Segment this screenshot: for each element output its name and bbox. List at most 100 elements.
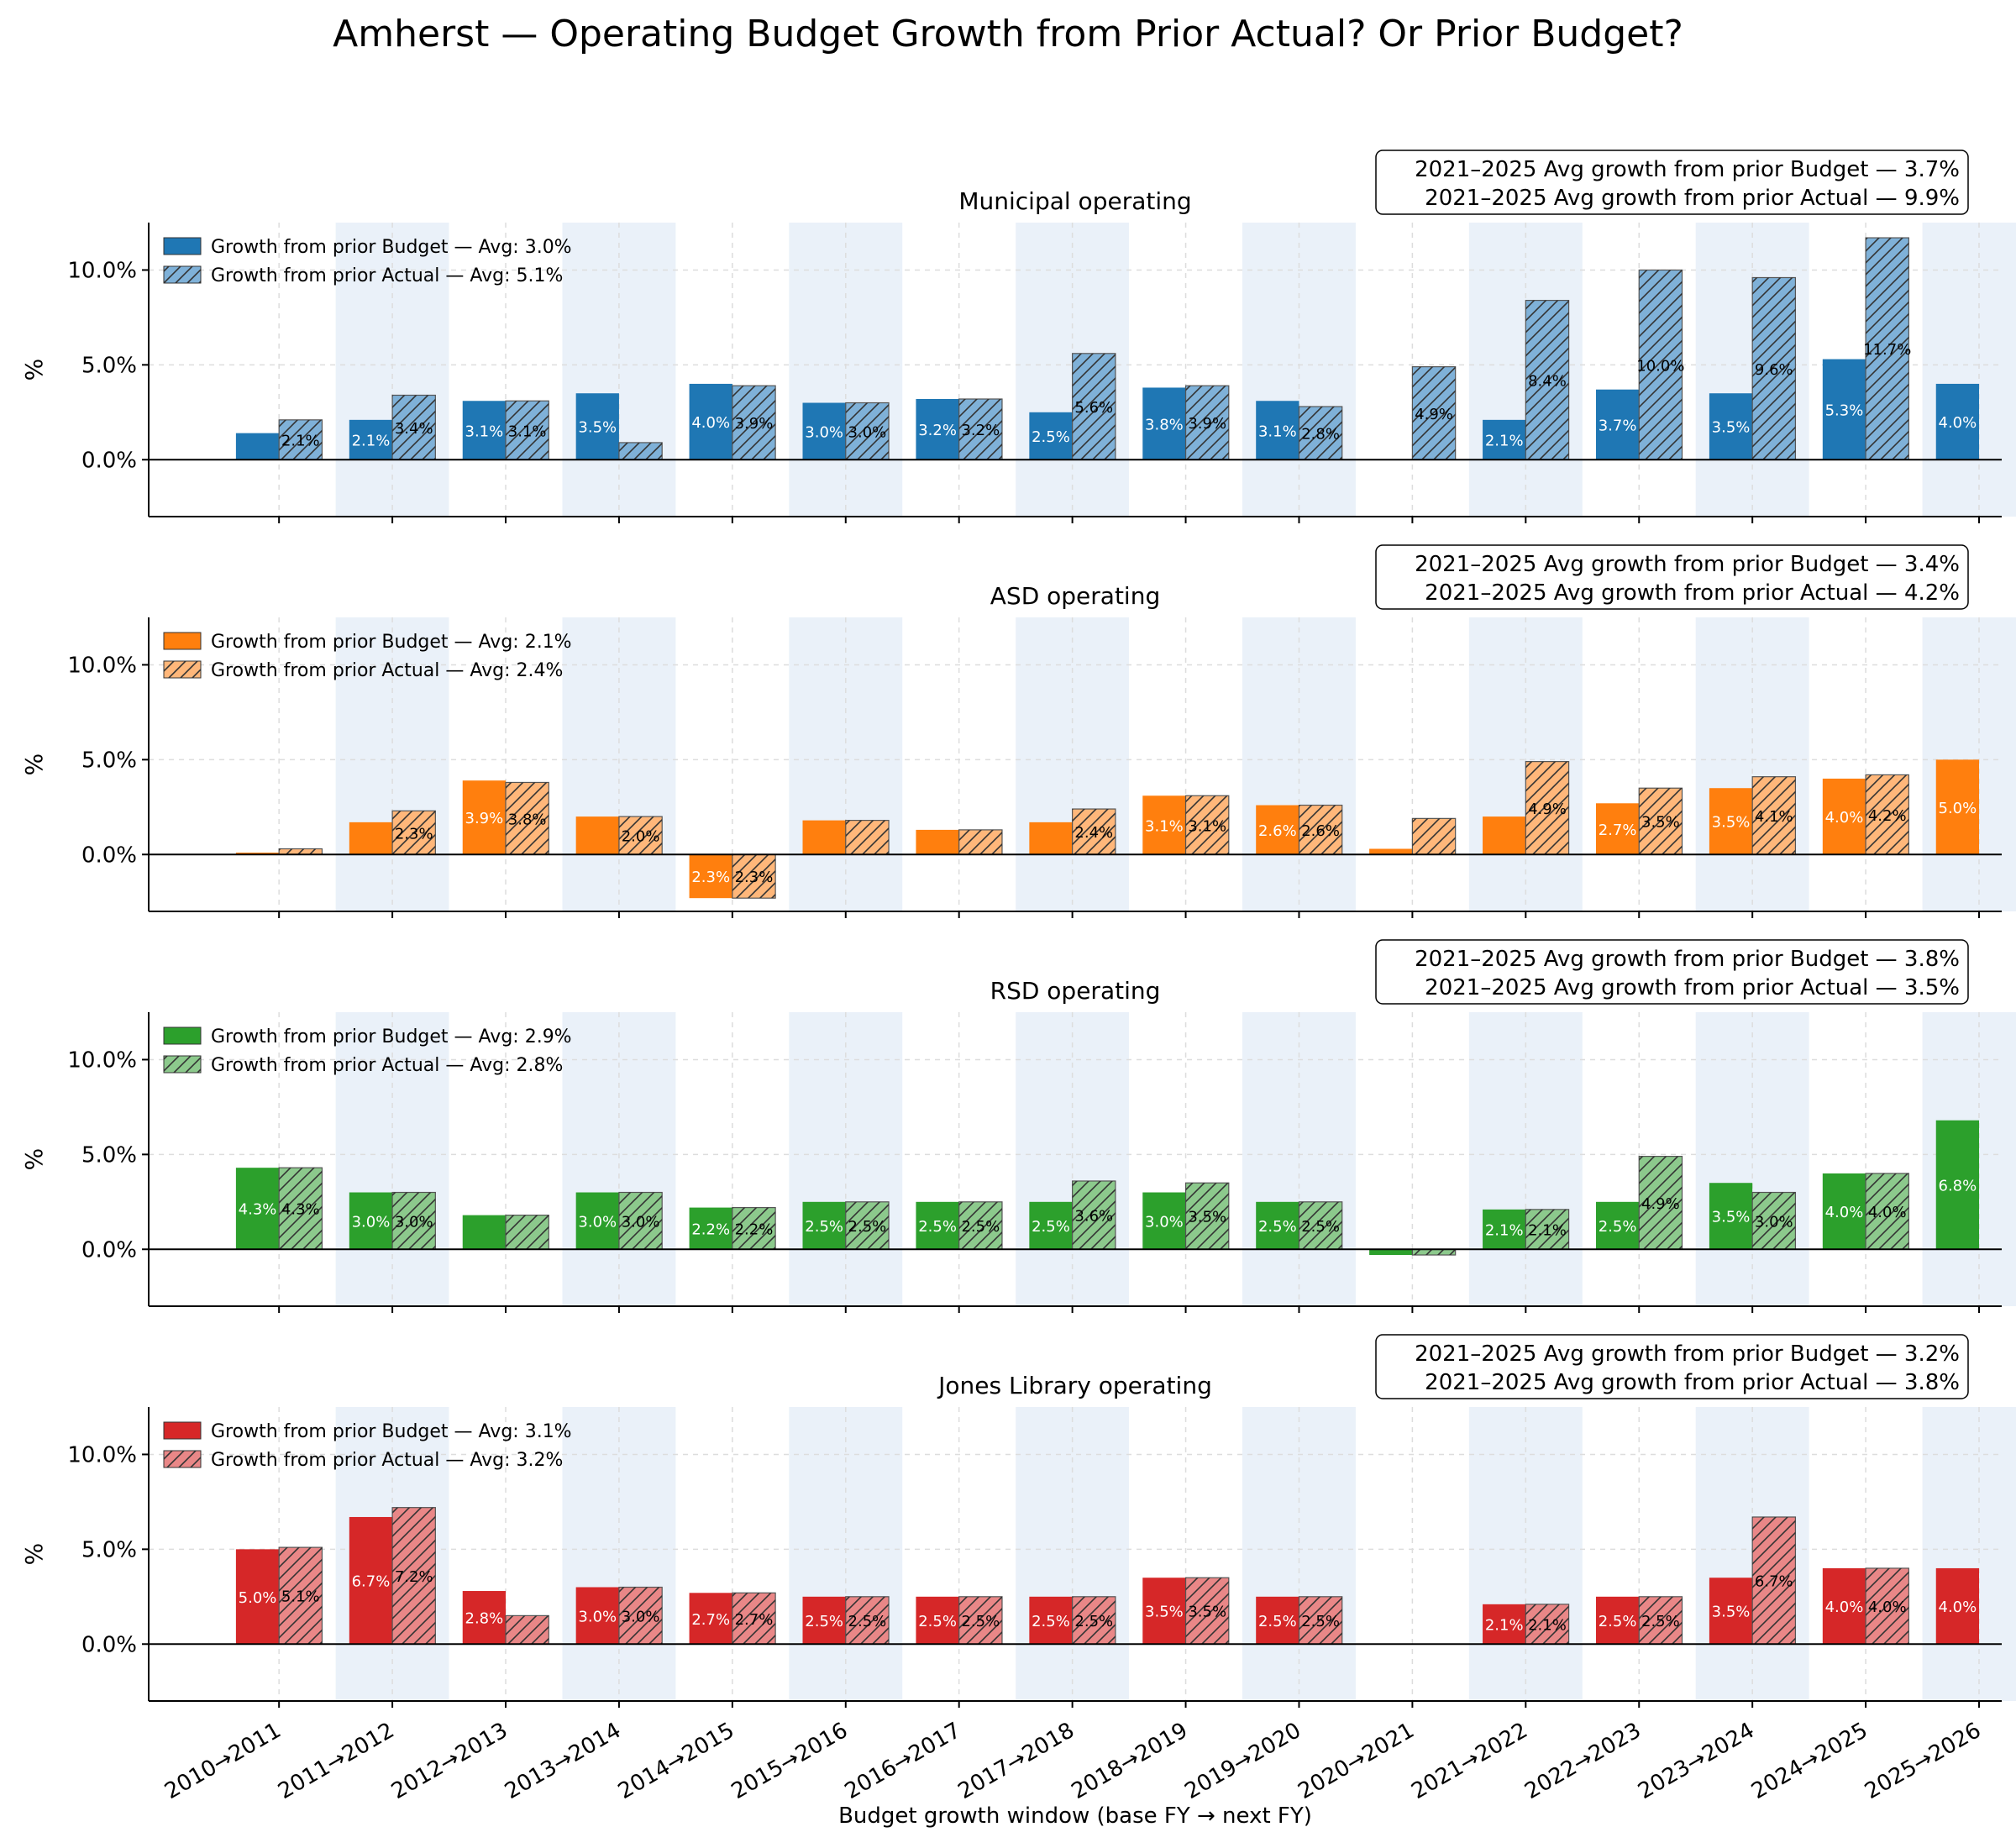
label-actual-3: 3.0% bbox=[622, 1213, 660, 1231]
summary-line-1: 2021–2025 Avg growth from prior Actual —… bbox=[1425, 186, 1960, 211]
bar-actual-hatch-14 bbox=[1866, 1567, 1909, 1645]
summary-line-1: 2021–2025 Avg growth from prior Actual —… bbox=[1425, 975, 1960, 1000]
legend-swatch-actual-hatch bbox=[164, 266, 201, 283]
bar-actual-hatch-7 bbox=[1072, 1180, 1116, 1250]
bar-budget-15 bbox=[1935, 759, 1980, 855]
bar-budget-11 bbox=[1483, 1604, 1526, 1645]
label-actual-1: 2.3% bbox=[395, 825, 433, 843]
bar-actual-hatch-0 bbox=[279, 419, 323, 460]
label-actual-4: 2.2% bbox=[735, 1221, 774, 1238]
label-actual-3: 3.0% bbox=[622, 1608, 660, 1625]
label-budget-11: 2.1% bbox=[1485, 433, 1524, 450]
legend-swatch-budget bbox=[163, 237, 202, 255]
label-actual-11: 8.4% bbox=[1528, 372, 1567, 390]
label-actual-12: 4.9% bbox=[1641, 1195, 1680, 1213]
x-tick-label-2: 2012→2013 bbox=[387, 1718, 512, 1804]
label-budget-0: 4.3% bbox=[239, 1201, 277, 1219]
y-tick-label-0: 0.0% bbox=[81, 1632, 137, 1657]
label-actual-6: 2.5% bbox=[961, 1218, 1000, 1236]
label-budget-2: 2.8% bbox=[465, 1610, 504, 1628]
chart-title: Amherst — Operating Budget Growth from P… bbox=[333, 13, 1683, 55]
y-tick-label-0: 0.0% bbox=[81, 843, 137, 868]
label-actual-13: 6.7% bbox=[1755, 1573, 1793, 1591]
legend-actual: Growth from prior Actual — Avg: 5.1% bbox=[211, 265, 563, 286]
label-actual-4: 2.7% bbox=[735, 1611, 774, 1629]
label-budget-5: 2.5% bbox=[805, 1218, 843, 1236]
label-budget-13: 3.5% bbox=[1712, 419, 1751, 437]
label-budget-2: 3.1% bbox=[465, 423, 504, 440]
label-actual-4: 2.3% bbox=[735, 869, 774, 886]
x-axis-label: Budget growth window (base FY → next FY) bbox=[838, 1803, 1312, 1829]
label-budget-4: 2.2% bbox=[691, 1221, 730, 1238]
label-budget-7: 2.5% bbox=[1032, 1613, 1070, 1630]
panel-title: Jones Library operating bbox=[937, 1372, 1212, 1399]
bar-actual-hatch-1 bbox=[392, 1192, 436, 1250]
label-actual-9: 2.5% bbox=[1301, 1218, 1340, 1236]
bar-budget-12 bbox=[1595, 1201, 1640, 1250]
label-actual-3: 2.0% bbox=[622, 828, 660, 846]
bar-actual-hatch-8 bbox=[1185, 1578, 1229, 1645]
bar-actual-hatch-5 bbox=[845, 1201, 890, 1250]
y-tick-label-0: 0.0% bbox=[81, 1237, 137, 1263]
label-budget-4: 2.7% bbox=[691, 1611, 730, 1629]
label-budget-7: 2.5% bbox=[1032, 428, 1070, 446]
bar-budget-14 bbox=[1822, 1567, 1866, 1645]
label-budget-8: 3.5% bbox=[1145, 1604, 1184, 1621]
bar-actual-hatch-13 bbox=[1752, 1192, 1796, 1250]
label-budget-15: 5.0% bbox=[1939, 800, 1977, 817]
bar-budget-6 bbox=[916, 399, 959, 460]
label-budget-7: 2.5% bbox=[1032, 1218, 1070, 1236]
label-actual-8: 3.5% bbox=[1188, 1604, 1226, 1621]
x-tick-label-1: 2011→2012 bbox=[274, 1718, 398, 1804]
bar-actual-hatch-11 bbox=[1525, 1604, 1569, 1645]
legend-swatch-budget bbox=[163, 632, 202, 650]
bar-actual-hatch-14 bbox=[1866, 238, 1909, 460]
y-axis-label: % bbox=[20, 753, 48, 776]
legend-budget: Growth from prior Budget — Avg: 2.9% bbox=[211, 1026, 572, 1047]
bar-budget-8 bbox=[1142, 795, 1186, 855]
bar-budget-13 bbox=[1709, 788, 1753, 855]
summary-box bbox=[1375, 1334, 1969, 1399]
label-budget-15: 4.0% bbox=[1939, 1599, 1977, 1616]
bar-budget-6 bbox=[916, 829, 959, 855]
summary-box bbox=[1375, 150, 1969, 215]
bar-budget-7 bbox=[1029, 822, 1073, 855]
bar-budget-2 bbox=[462, 780, 507, 855]
bar-actual-hatch-4 bbox=[732, 1207, 776, 1250]
bar-actual-hatch-12 bbox=[1639, 788, 1683, 855]
bar-actual-hatch-6 bbox=[958, 1201, 1002, 1250]
panel-0: 2.1% 3.1% 3.5% 4.0% 3.0% 3.2% 2.5% 3.8% 3.1% 2.1%… bbox=[20, 150, 2016, 523]
panel-1: 3.9%2.3%3.1% 2.6% 2.7% 3.5% 4.0%5.0%2.3%3.8%… bbox=[20, 544, 2016, 918]
bar-actual-hatch-5 bbox=[845, 402, 890, 460]
bar-budget-0 bbox=[235, 1168, 280, 1250]
bar-budget-13 bbox=[1709, 393, 1753, 460]
label-budget-12: 2.5% bbox=[1599, 1218, 1637, 1236]
label-actual-1: 7.2% bbox=[395, 1568, 433, 1586]
legend-swatch-budget bbox=[163, 1421, 202, 1440]
bar-budget-1 bbox=[349, 822, 393, 855]
bar-actual-hatch-1 bbox=[392, 395, 436, 460]
bar-budget-1 bbox=[349, 419, 393, 460]
summary-line-0: 2021–2025 Avg growth from prior Budget —… bbox=[1415, 1341, 1960, 1367]
summary-line-1: 2021–2025 Avg growth from prior Actual —… bbox=[1425, 580, 1960, 606]
bar-actual-hatch-14 bbox=[1866, 774, 1909, 855]
bar-budget-13 bbox=[1709, 1578, 1753, 1645]
x-tick-label-9: 2019→2020 bbox=[1180, 1718, 1305, 1804]
bar-budget-15 bbox=[1935, 383, 1980, 460]
label-budget-12: 3.7% bbox=[1599, 417, 1637, 434]
bar-budget-3 bbox=[575, 393, 619, 460]
x-tick-label-12: 2022→2023 bbox=[1520, 1718, 1645, 1804]
panel-2: 4.3%3.0% 3.0% 2.2% 2.5% 2.5% 2.5% 3.0% 2.5% 2.1%… bbox=[20, 939, 2016, 1313]
label-budget-8: 3.0% bbox=[1145, 1213, 1184, 1231]
bar-actual-hatch-12 bbox=[1639, 270, 1683, 460]
label-actual-0: 2.1% bbox=[281, 433, 320, 450]
label-budget-14: 4.0% bbox=[1825, 809, 1864, 827]
label-actual-12: 3.5% bbox=[1641, 814, 1680, 832]
label-budget-0: 5.0% bbox=[239, 1589, 277, 1607]
bar-actual-hatch-0 bbox=[279, 1168, 323, 1250]
bar-budget-8 bbox=[1142, 1192, 1186, 1250]
label-actual-12: 10.0% bbox=[1636, 357, 1684, 375]
label-budget-6: 2.5% bbox=[918, 1613, 957, 1630]
legend-swatch-actual-hatch bbox=[164, 1451, 201, 1467]
label-budget-5: 3.0% bbox=[805, 423, 843, 441]
